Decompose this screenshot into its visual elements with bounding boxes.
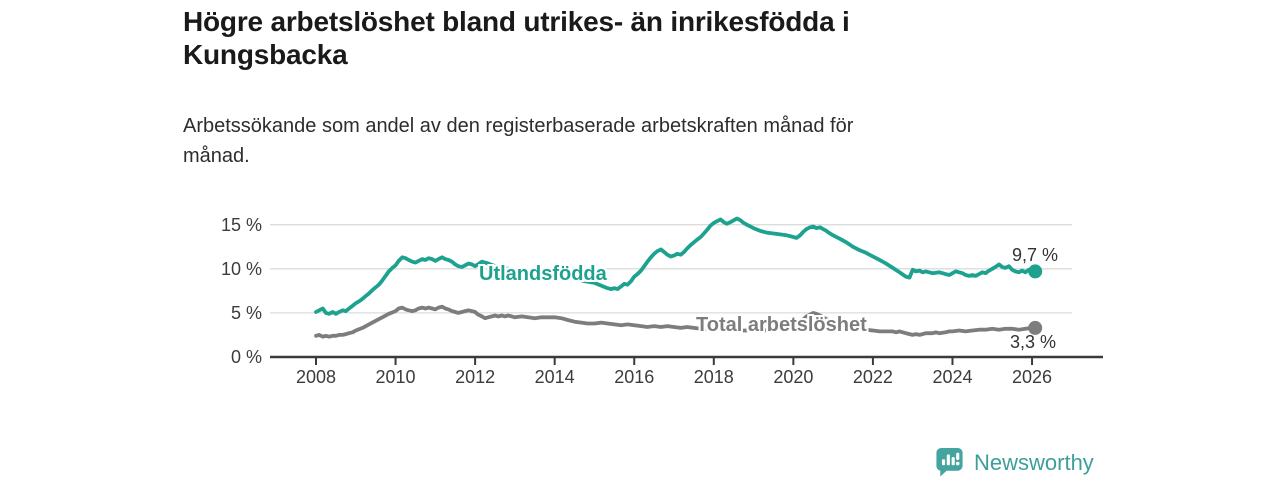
title-line-2: Kungsbacka <box>183 39 348 70</box>
series-line-1 <box>314 304 1038 339</box>
title-line-1: Högre arbetslöshet bland utrikes- än inr… <box>183 6 850 37</box>
end-value-label-total: 3,3 % <box>1010 332 1057 352</box>
series-end-dot-1 <box>1028 320 1043 335</box>
newsworthy-brand: Newsworthy <box>934 446 1094 478</box>
subtitle-line-2: månad. <box>183 145 250 167</box>
series-label-total-arbetsloshet: Total arbetslöshet <box>696 314 867 336</box>
end-value-label-utlandsfodda: 9,7 % <box>1012 245 1059 265</box>
series-label-utlandsfodda: Utlandsfödda <box>479 263 607 285</box>
subtitle-line-1: Arbetssökande som andel av den registerb… <box>183 115 854 137</box>
series-end-dot-0 <box>1028 264 1043 279</box>
series-line-0 <box>314 216 1038 316</box>
brand-name: Newsworthy <box>974 449 1094 475</box>
speech-bubble-bar-chart-icon <box>936 447 963 477</box>
chart-subtitle: Arbetssökande som andel av den registerb… <box>183 111 853 171</box>
page-title: Högre arbetslöshet bland utrikes- än inr… <box>183 5 850 71</box>
